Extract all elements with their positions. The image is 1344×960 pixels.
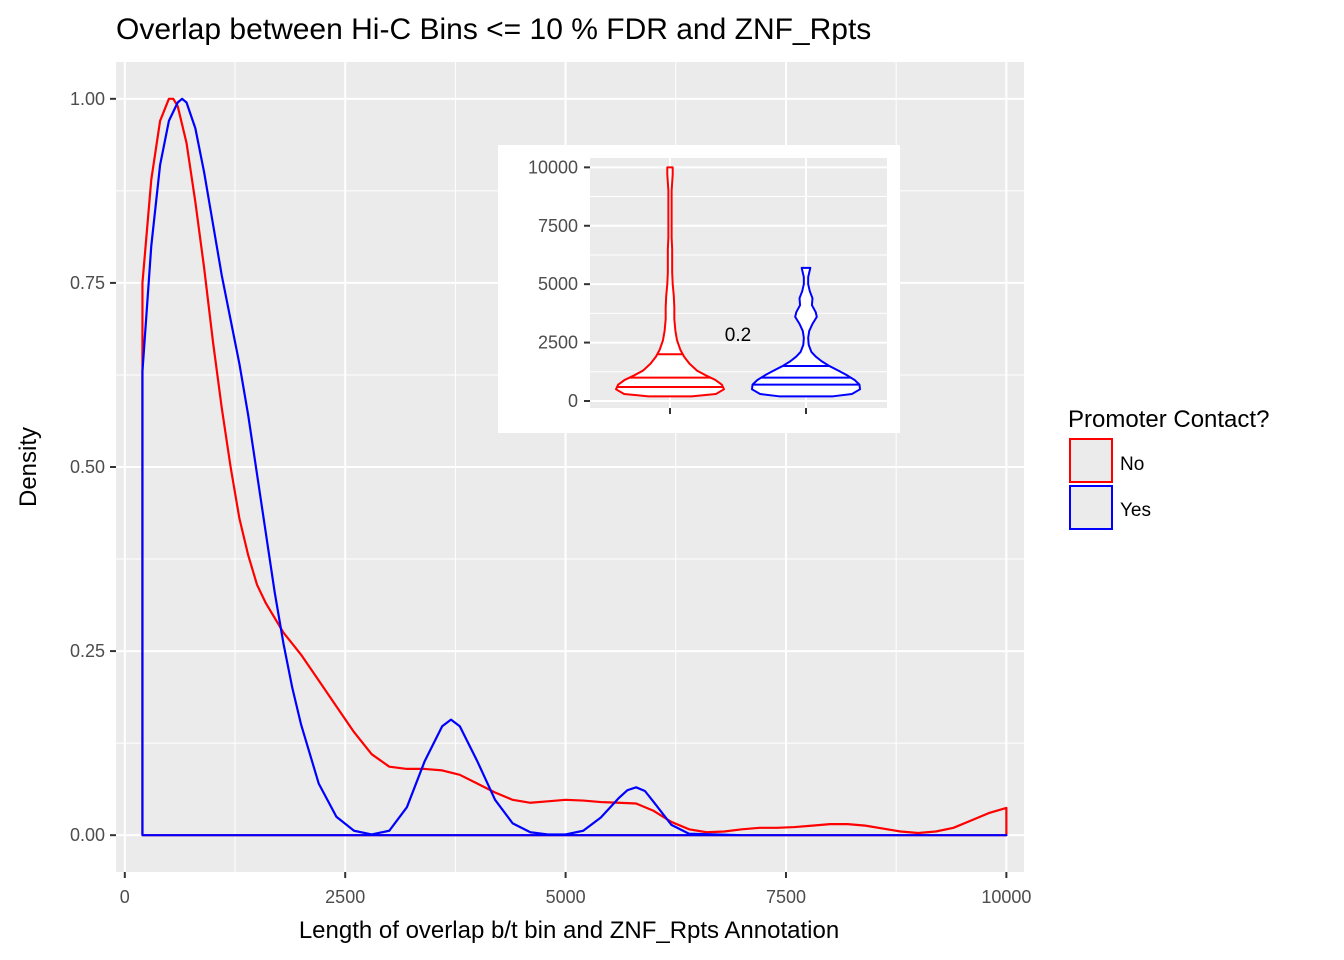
inset-violins [615,166,861,398]
inset-violin-plot: 0 2500 5000 7500 10000 0.2 [498,145,900,433]
inset-panel [590,158,887,408]
inset-axis-tick-labels: 0 2500 5000 7500 10000 [528,157,578,411]
axis-tick-labels: 0 2500 5000 7500 10000 0.00 0.25 0.50 0.75 1.00 [70,89,1031,907]
inset-annotation: 0.2 [725,325,751,346]
y-axis-title: Density [15,427,42,507]
inset-y-tick-label: 5000 [538,274,578,294]
violin-no [615,166,725,398]
density-line-no [141,97,1008,837]
y-tick-label: 0.00 [70,825,105,845]
x-tick-label: 10000 [981,887,1031,907]
y-tick-label: 0.25 [70,641,105,661]
legend-key-no [1069,438,1113,483]
legend-label-yes: Yes [1120,500,1151,521]
density-series [141,97,1008,837]
legend-title: Promoter Contact? [1068,406,1269,433]
y-tick-label: 0.75 [70,273,105,293]
legend: Promoter Contact? No Yes [1068,406,1269,530]
inset-y-tick-label: 10000 [528,157,578,177]
axis-ticks [110,97,1008,878]
x-tick-label: 0 [120,887,130,907]
x-tick-label: 2500 [325,887,365,907]
legend-label-no: No [1120,454,1144,475]
inset-y-tick-label: 7500 [538,216,578,236]
x-axis-title: Length of overlap b/t bin and ZNF_Rpts A… [299,917,839,944]
chart-title: Overlap between Hi-C Bins <= 10 % FDR an… [116,13,871,46]
inset-y-tick-label: 0 [568,391,578,411]
violin-yes [751,266,861,398]
density-line-yes [141,97,1008,837]
legend-key-yes [1069,485,1113,530]
x-tick-label: 7500 [766,887,806,907]
inset-y-tick-label: 2500 [538,333,578,353]
inset-axis-ticks [584,166,807,414]
x-tick-label: 5000 [546,887,586,907]
y-tick-label: 1.00 [70,89,105,109]
y-tick-label: 0.50 [70,457,105,477]
